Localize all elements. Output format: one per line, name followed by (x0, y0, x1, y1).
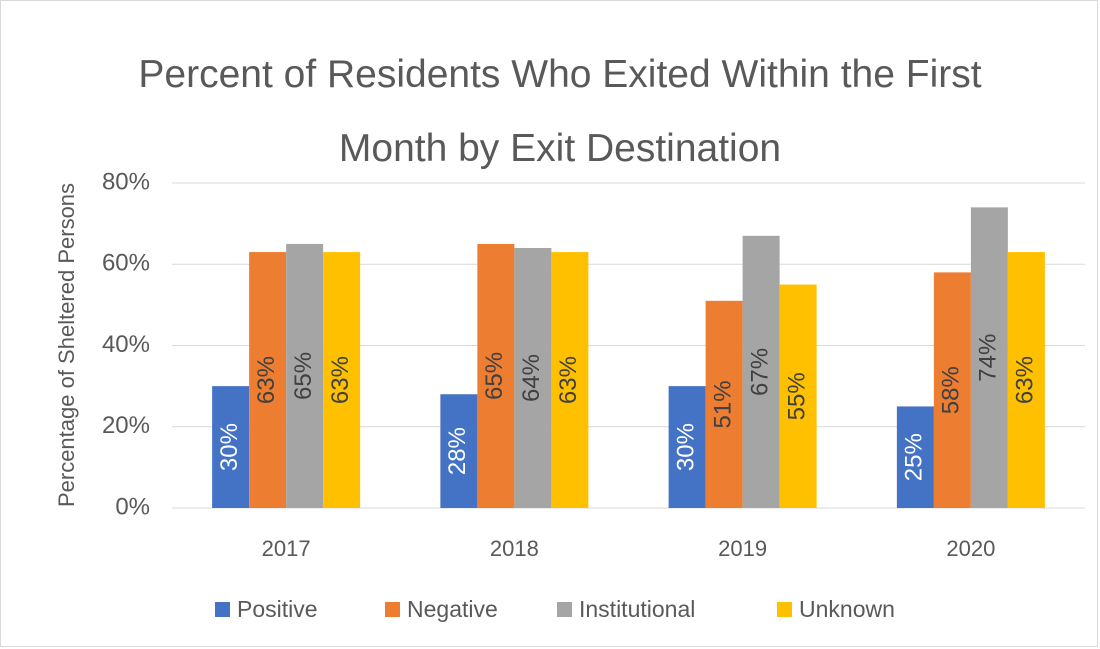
legend-swatch (385, 602, 400, 617)
legend-label: Institutional (579, 596, 695, 622)
bar (212, 386, 250, 508)
bar (440, 394, 478, 508)
data-label: 74% (975, 334, 1002, 382)
bar (477, 243, 515, 508)
y-tick-label: 0% (115, 493, 150, 520)
y-tick-label: 60% (102, 250, 150, 277)
legend-label: Negative (407, 596, 498, 622)
legend-swatch (777, 602, 792, 617)
bar (323, 252, 361, 508)
x-tick-label: 2019 (718, 536, 767, 561)
data-label: 28% (444, 427, 471, 475)
x-tick-label: 2018 (490, 536, 539, 561)
bar (668, 386, 706, 508)
data-label: 63% (555, 356, 582, 404)
x-tick-label: 2017 (262, 536, 311, 561)
data-label: 30% (216, 423, 243, 471)
bar (249, 252, 287, 508)
y-tick-label: 40% (102, 331, 150, 358)
bar (779, 284, 817, 508)
data-label: 63% (253, 356, 280, 404)
data-label: 51% (709, 380, 736, 428)
bar (551, 252, 589, 508)
x-tick-label: 2020 (946, 536, 995, 561)
data-label: 58% (938, 366, 965, 414)
chart-title: Percent of Residents Who Exited Within t… (138, 53, 982, 170)
bar (896, 406, 934, 508)
data-label: 65% (481, 352, 508, 400)
legend-label: Unknown (799, 596, 895, 622)
data-label: 63% (1012, 356, 1039, 404)
data-label: 64% (518, 354, 545, 402)
bar (705, 300, 743, 508)
y-axis-label: Percentage of Sheltered Persons (54, 183, 79, 507)
data-label: 65% (290, 352, 317, 400)
bar (514, 248, 552, 508)
data-label: 63% (327, 356, 354, 404)
y-tick-label: 80% (102, 168, 150, 195)
data-label: 25% (901, 433, 928, 481)
y-tick-label: 20% (102, 412, 150, 439)
legend-label: Positive (237, 596, 318, 622)
bar (742, 235, 780, 508)
data-label: 30% (672, 423, 699, 471)
bar (1007, 252, 1045, 508)
bar (970, 207, 1008, 508)
data-label: 67% (746, 348, 773, 396)
bar (286, 243, 324, 508)
data-label: 55% (783, 372, 810, 420)
bar (933, 272, 971, 508)
legend-swatch (215, 602, 230, 617)
legend-swatch (557, 602, 572, 617)
